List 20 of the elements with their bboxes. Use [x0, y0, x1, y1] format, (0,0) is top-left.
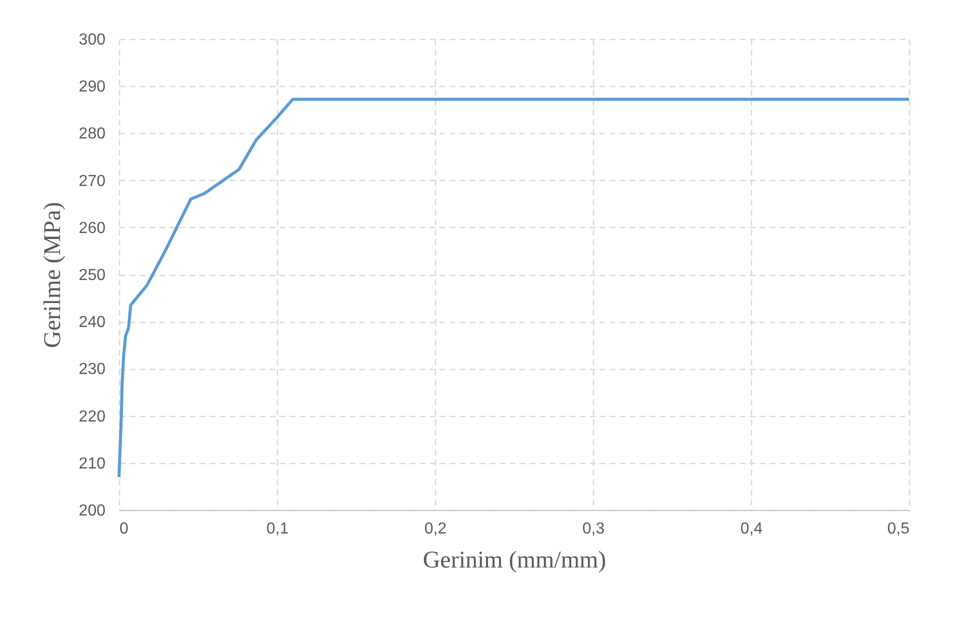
x-axis-title: Gerinim (mm/mm) [422, 548, 606, 574]
line-series [118, 98, 910, 479]
y-tick-label: 210 [78, 455, 106, 472]
y-tick-label: 280 [78, 126, 106, 143]
y-tick-label: 240 [78, 314, 106, 332]
y-axis-title: Gerilme (MPa) [40, 202, 66, 348]
x-tick-label: 0,3 [582, 520, 605, 538]
x-tick-label: 0,5 [887, 520, 910, 538]
x-tick-label: 0,2 [424, 520, 447, 538]
y-tick-label: 220 [78, 408, 106, 426]
y-tick-label: 260 [78, 220, 106, 237]
y-tick-label: 250 [78, 267, 106, 284]
y-tick-label: 200 [78, 502, 106, 520]
y-tick-label: 270 [78, 172, 106, 190]
x-tick-label: 0 [120, 520, 128, 538]
y-tick-label: 230 [78, 361, 106, 378]
x-tick-label: 0,1 [266, 520, 289, 538]
y-tick-label: 290 [78, 78, 106, 96]
y-tick-label: 300 [78, 32, 106, 48]
x-tick-label: 0,4 [740, 520, 763, 538]
